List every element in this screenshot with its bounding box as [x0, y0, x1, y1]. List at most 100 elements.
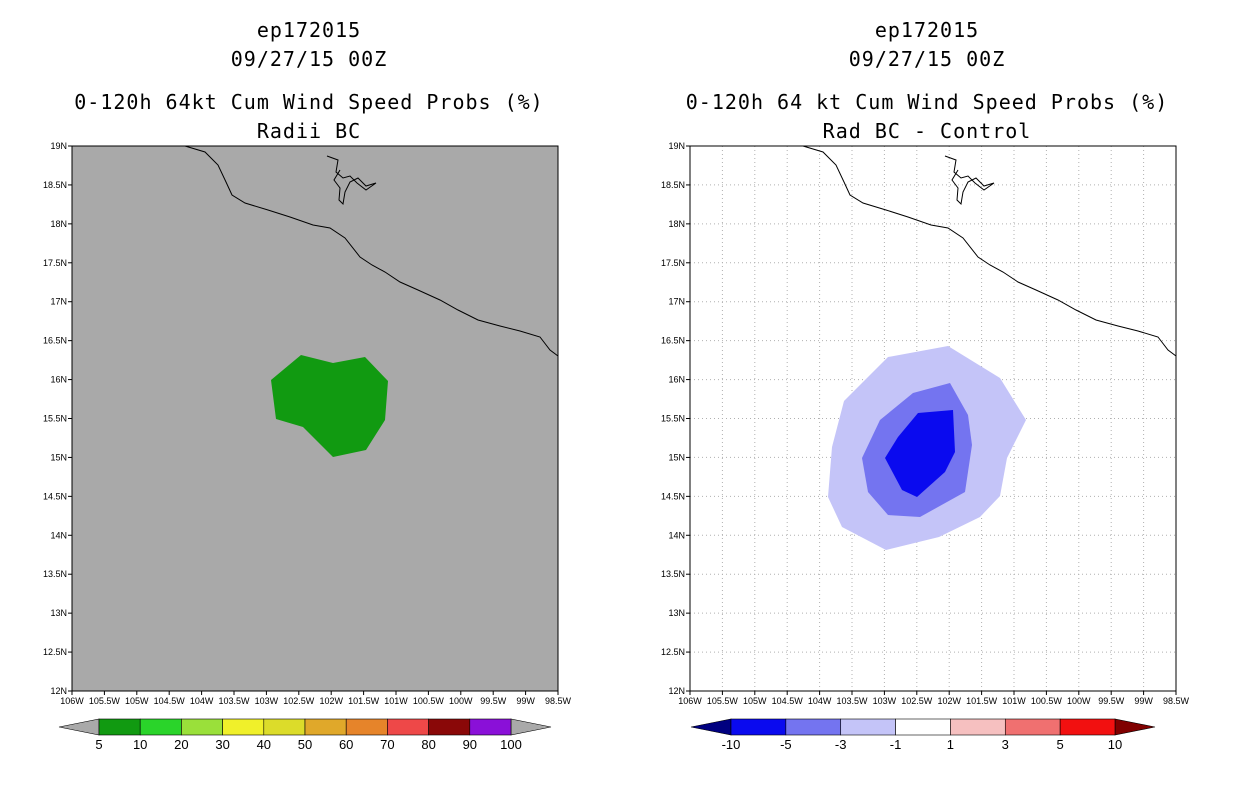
right-colorbar-label: -5 — [780, 737, 792, 752]
left-colorbar: 5 10 20 30 40 50 60 70 80 90 100 — [58, 718, 552, 752]
right-difference-contour-minus5 — [885, 410, 955, 497]
left-lat-label: 13.5N — [43, 569, 67, 579]
left-colorbar-label: 20 — [174, 737, 188, 752]
left-lon-label: 100W — [449, 696, 473, 706]
right-lon-label: 102W — [937, 696, 961, 706]
left-title-datetime: 09/27/15 00Z — [230, 47, 388, 71]
left-lon-label: 98.5W — [545, 696, 572, 706]
right-colorbar-label: 1 — [947, 737, 954, 752]
right-lon-label: 103W — [873, 696, 897, 706]
left-colorbar-label: 10 — [133, 737, 147, 752]
left-colorbar-label: 80 — [421, 737, 435, 752]
right-lon-label: 104.5W — [772, 696, 804, 706]
left-lat-label: 12.5N — [43, 647, 67, 657]
right-colorbar-label: 10 — [1108, 737, 1122, 752]
right-colorbar: -10 -5 -3 -1 1 3 5 10 — [690, 718, 1156, 752]
right-colorbar-label: -10 — [722, 737, 741, 752]
left-lat-label: 17.5N — [43, 258, 67, 268]
left-lon-label: 105W — [125, 696, 149, 706]
left-lon-label: 101W — [384, 696, 408, 706]
right-lon-label: 100.5W — [1031, 696, 1063, 706]
right-title-storm-id: ep172015 — [874, 18, 980, 42]
left-lat-label: 13N — [50, 608, 67, 618]
right-lon-label: 98.5W — [1163, 696, 1190, 706]
left-lat-label: 12N — [50, 686, 67, 696]
right-colorbar-label: 3 — [1002, 737, 1009, 752]
right-lat-label: 13.5N — [661, 569, 685, 579]
right-title-product: 0-120h 64 kt Cum Wind Speed Probs (%) — [685, 90, 1169, 114]
left-lat-label: 18N — [50, 219, 67, 229]
left-colorbar-label: 5 — [95, 737, 102, 752]
left-colorbar-label: 60 — [339, 737, 353, 752]
right-colorbar-segment — [840, 718, 896, 736]
left-lon-label: 102.5W — [283, 696, 315, 706]
right-lon-label: 105.5W — [707, 696, 739, 706]
left-colorbar-label: 100 — [500, 737, 522, 752]
right-lon-label: 103.5W — [836, 696, 868, 706]
left-colorbar-label: 40 — [257, 737, 271, 752]
left-colorbar-segment — [428, 718, 471, 736]
left-lake-feature — [326, 155, 377, 206]
left-lat-label: 17N — [50, 297, 67, 307]
right-lat-label: 14.5N — [661, 491, 685, 501]
left-colorbar-left-arrow — [58, 718, 100, 736]
right-lat-label: 16N — [668, 375, 685, 385]
right-lat-label: 19N — [668, 141, 685, 151]
left-lon-label: 101.5W — [348, 696, 380, 706]
right-coastline — [802, 145, 1177, 357]
right-lat-label: 17.5N — [661, 258, 685, 268]
right-lat-label: 18.5N — [661, 180, 685, 190]
left-colorbar-label: 70 — [380, 737, 394, 752]
right-axis-ticks: 19N 18.5N 18N 17.5N 17N 16.5N 16N 15.5N 15N 14.5N… — [661, 141, 1190, 706]
left-colorbar-segment — [387, 718, 429, 736]
right-lat-label: 18N — [668, 219, 685, 229]
right-lat-label: 13N — [668, 608, 685, 618]
right-lat-label: 16.5N — [661, 336, 685, 346]
left-lon-label: 103.5W — [218, 696, 250, 706]
left-map: 19N 18.5N 18N 17.5N 17N 16.5N 16N 15.5N 15N 14.5N… — [43, 141, 572, 706]
left-colorbar-segment — [304, 718, 347, 736]
left-lon-label: 105.5W — [89, 696, 121, 706]
right-lon-label: 99W — [1134, 696, 1153, 706]
left-lat-label: 14N — [50, 530, 67, 540]
left-title-product: 0-120h 64kt Cum Wind Speed Probs (%) — [74, 90, 544, 114]
right-lon-label: 100W — [1067, 696, 1091, 706]
left-lon-label: 104W — [190, 696, 214, 706]
left-lon-label: 106W — [60, 696, 84, 706]
left-lon-label: 99W — [516, 696, 535, 706]
left-lon-label: 102W — [319, 696, 343, 706]
left-colorbar-segment — [181, 718, 223, 736]
left-colorbar-segment — [98, 718, 141, 736]
right-colorbar-segment — [785, 718, 842, 736]
right-colorbar-left-arrow — [690, 718, 732, 736]
left-lon-label: 104.5W — [154, 696, 186, 706]
right-lon-label: 104W — [808, 696, 832, 706]
right-title-subtitle: Rad BC - Control — [822, 119, 1032, 143]
right-colorbar-label: -1 — [890, 737, 902, 752]
right-colorbar-segment — [895, 718, 951, 736]
left-lon-label: 103W — [255, 696, 279, 706]
left-probability-contour-5-10 — [271, 355, 388, 457]
left-lon-label: 100.5W — [413, 696, 445, 706]
right-lat-label: 17N — [668, 297, 685, 307]
left-title-storm-id: ep172015 — [256, 18, 362, 42]
left-lat-label: 16N — [50, 375, 67, 385]
left-colorbar-label: 30 — [215, 737, 229, 752]
right-lon-label: 101W — [1002, 696, 1026, 706]
right-colorbar-label: 5 — [1057, 737, 1064, 752]
left-lat-label: 15.5N — [43, 414, 67, 424]
left-axis-ticks: 19N 18.5N 18N 17.5N 17N 16.5N 16N 15.5N 15N 14.5N… — [43, 141, 572, 706]
right-lat-label: 14N — [668, 530, 685, 540]
right-lon-label: 105W — [743, 696, 767, 706]
left-lat-label: 14.5N — [43, 491, 67, 501]
left-lat-label: 16.5N — [43, 336, 67, 346]
right-lat-label: 12.5N — [661, 647, 685, 657]
left-title-subtitle: Radii BC — [256, 119, 362, 143]
right-lat-label: 12N — [668, 686, 685, 696]
left-lat-label: 18.5N — [43, 180, 67, 190]
right-colorbar-label: -3 — [835, 737, 847, 752]
right-lon-label: 106W — [678, 696, 702, 706]
right-colorbar-segment — [1004, 718, 1061, 736]
left-coastline — [184, 145, 559, 357]
left-lat-label: 15N — [50, 452, 67, 462]
